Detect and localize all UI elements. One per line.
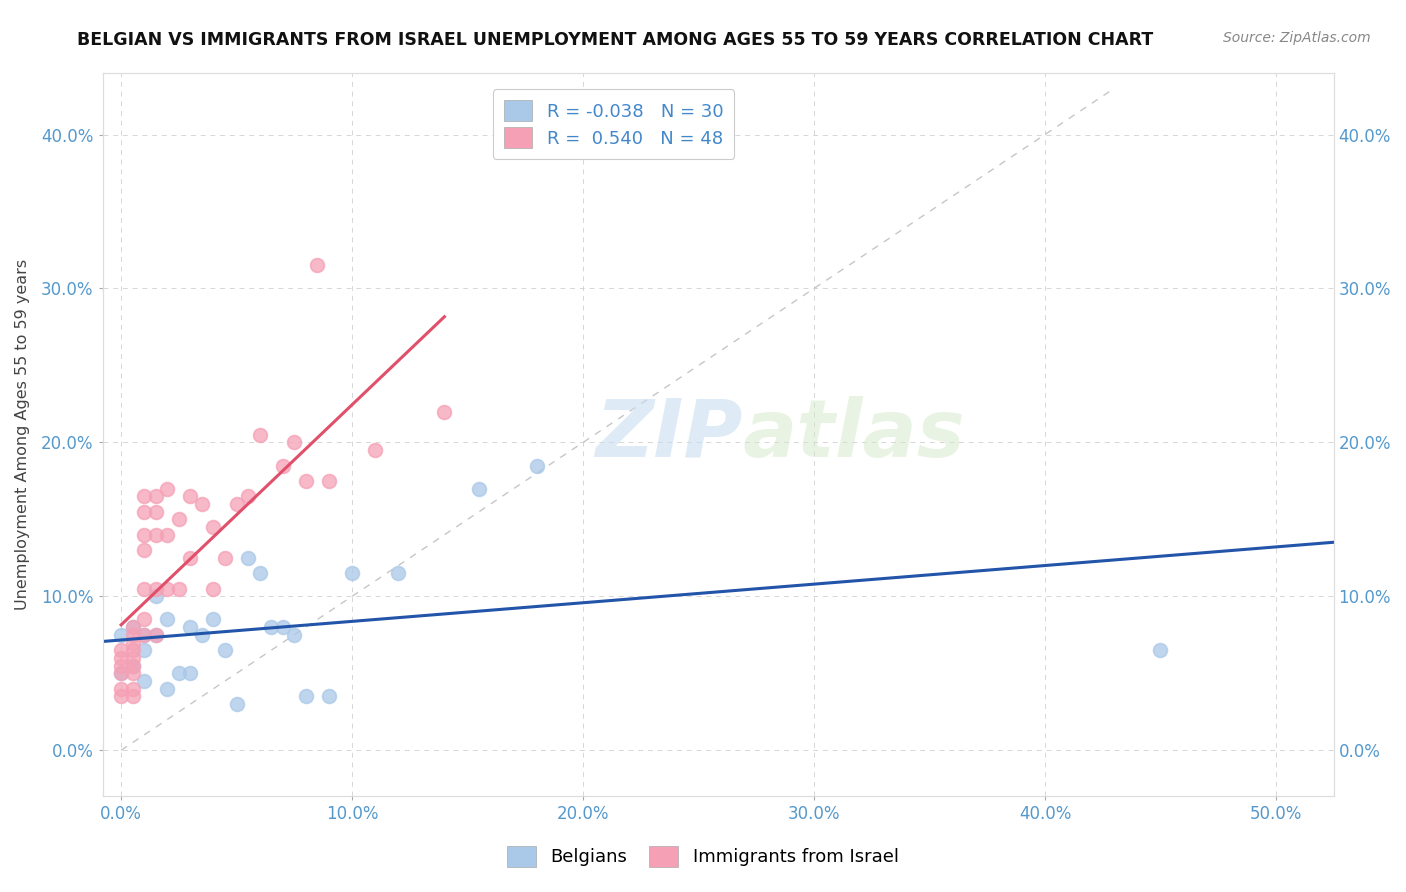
Point [134, 528, 156, 542]
Point [295, 474, 318, 488]
Point [145, 628, 167, 642]
Point [214, 643, 236, 657]
Point [110, 658, 132, 673]
Point [307, 259, 329, 273]
Point [110, 643, 132, 657]
Y-axis label: Unemployment Among Ages 55 to 59 years: Unemployment Among Ages 55 to 59 years [15, 260, 30, 610]
Point [191, 497, 214, 511]
Point [134, 628, 156, 642]
Point [167, 512, 190, 526]
Point [134, 505, 156, 519]
Point [156, 482, 179, 496]
Point [179, 550, 201, 565]
Point [318, 690, 340, 704]
Point [145, 590, 167, 604]
Point [202, 612, 225, 626]
Point [283, 435, 305, 450]
Point [110, 628, 132, 642]
Point [202, 520, 225, 534]
Point [191, 628, 214, 642]
Point [110, 666, 132, 681]
Point [121, 643, 143, 657]
Point [179, 620, 201, 634]
Point [225, 697, 247, 711]
Point [249, 566, 271, 581]
Text: Source: ZipAtlas.com: Source: ZipAtlas.com [1223, 31, 1371, 45]
Point [134, 643, 156, 657]
Point [433, 404, 456, 418]
Point [134, 489, 156, 503]
Point [121, 690, 143, 704]
Point [121, 658, 143, 673]
Point [145, 505, 167, 519]
Point [225, 497, 247, 511]
Point [468, 482, 491, 496]
Legend: Belgians, Immigrants from Israel: Belgians, Immigrants from Israel [498, 837, 908, 876]
Point [134, 628, 156, 642]
Point [179, 489, 201, 503]
Point [121, 620, 143, 634]
Point [145, 489, 167, 503]
Point [295, 690, 318, 704]
Point [387, 566, 409, 581]
Point [156, 582, 179, 596]
Point [121, 666, 143, 681]
Point [340, 566, 363, 581]
Point [260, 620, 283, 634]
Point [526, 458, 548, 473]
Point [134, 673, 156, 688]
Point [110, 666, 132, 681]
Point [156, 681, 179, 696]
Point [121, 658, 143, 673]
Point [145, 582, 167, 596]
Point [145, 628, 167, 642]
Point [134, 543, 156, 558]
Point [110, 690, 132, 704]
Point [167, 582, 190, 596]
Point [236, 489, 259, 503]
Point [121, 628, 143, 642]
Point [156, 612, 179, 626]
Point [121, 620, 143, 634]
Text: BELGIAN VS IMMIGRANTS FROM ISRAEL UNEMPLOYMENT AMONG AGES 55 TO 59 YEARS CORRELA: BELGIAN VS IMMIGRANTS FROM ISRAEL UNEMPL… [77, 31, 1153, 49]
Point [236, 550, 259, 565]
Point [271, 620, 294, 634]
Point [1149, 643, 1171, 657]
Point [110, 681, 132, 696]
Text: ZIP: ZIP [595, 396, 742, 474]
Point [179, 666, 201, 681]
Point [156, 528, 179, 542]
Point [145, 528, 167, 542]
Text: atlas: atlas [742, 396, 966, 474]
Point [202, 582, 225, 596]
Point [134, 582, 156, 596]
Point [214, 550, 236, 565]
Point [318, 474, 340, 488]
Point [283, 628, 305, 642]
Point [364, 443, 387, 458]
Point [121, 635, 143, 649]
Point [271, 458, 294, 473]
Point [121, 651, 143, 665]
Point [121, 681, 143, 696]
Legend: R = -0.038   N = 30, R =  0.540   N = 48: R = -0.038 N = 30, R = 0.540 N = 48 [492, 89, 734, 159]
Point [167, 666, 190, 681]
Point [110, 651, 132, 665]
Point [249, 427, 271, 442]
Point [134, 612, 156, 626]
